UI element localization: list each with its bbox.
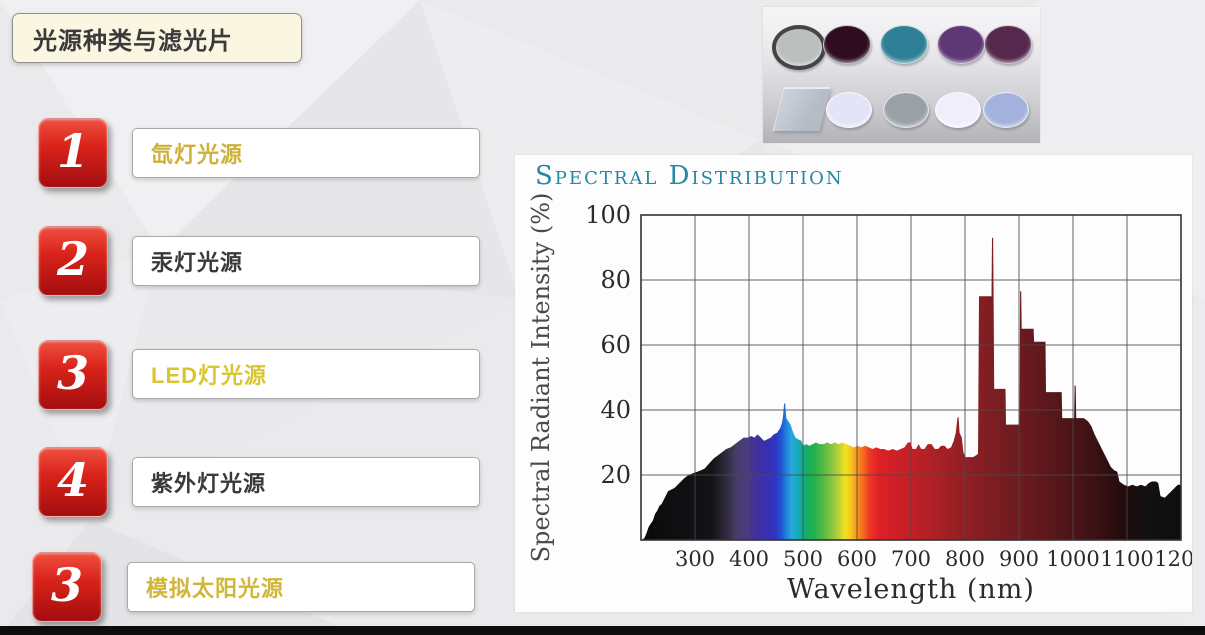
light-source-label: 紫外灯光源 <box>151 471 267 496</box>
spectrum-area <box>641 237 1181 541</box>
x-tick-label: 400 <box>729 547 769 571</box>
item-number-badge: 4 <box>38 447 108 517</box>
teal-filter <box>880 24 928 64</box>
gray-filter <box>883 92 929 128</box>
x-tick-label: 800 <box>945 547 985 571</box>
item-number: 2 <box>56 232 89 286</box>
x-tick-label: 1200 <box>1154 547 1192 571</box>
light-source-item: 汞灯光源 <box>132 236 480 286</box>
item-number: 4 <box>56 453 89 507</box>
x-tick-label: 600 <box>837 547 877 571</box>
spectral-distribution-chart: 20 40 60 80 100 300 400 500 600 700 800 900 1000 1100… <box>527 193 1192 605</box>
purple-filter <box>937 24 985 64</box>
light-source-item: 模拟太阳光源 <box>127 562 475 612</box>
slide-title-box: 光源种类与滤光片 <box>12 13 302 63</box>
plum-filter <box>984 24 1032 64</box>
x-tick-label: 1000 <box>1046 547 1099 571</box>
light-source-label: 氙灯光源 <box>151 142 244 167</box>
x-axis-title: Wavelength (nm) <box>787 574 1035 605</box>
item-number: 3 <box>56 346 89 400</box>
x-tick-label: 700 <box>891 547 931 571</box>
nd-gray-filter <box>772 24 826 70</box>
light-source-label: 模拟太阳光源 <box>146 576 285 601</box>
slide-title: 光源种类与滤光片 <box>33 27 233 55</box>
y-tick-label: 60 <box>600 331 631 359</box>
item-number-badge: 3 <box>38 340 108 410</box>
y-tick-label: 40 <box>600 396 631 424</box>
light-source-item: LED灯光源 <box>132 349 480 399</box>
x-tick-label: 500 <box>783 547 823 571</box>
x-tick-label: 900 <box>999 547 1039 571</box>
item-number-badge: 3 <box>32 552 102 622</box>
filters-photo <box>763 7 1040 143</box>
item-number-badge: 1 <box>38 118 108 188</box>
bottom-bar <box>0 626 1205 635</box>
dark-magenta-filter <box>823 24 871 64</box>
light-source-label: LED灯光源 <box>151 363 268 388</box>
periwinkle-filter <box>983 92 1029 128</box>
light-source-label: 汞灯光源 <box>151 250 244 275</box>
item-number: 1 <box>56 124 89 178</box>
chart-panel: Spectral Distribution 20 40 60 80 100 300 400 5… <box>515 155 1192 612</box>
y-tick-label: 100 <box>585 201 631 229</box>
y-axis-title: Spectral Radiant Intensity (%) <box>527 193 555 563</box>
y-tick-label: 20 <box>600 461 631 489</box>
x-tick-label: 300 <box>675 547 715 571</box>
item-number: 3 <box>50 558 83 612</box>
pale-lavender-filter <box>826 92 872 128</box>
item-number-badge: 2 <box>38 226 108 296</box>
y-tick-label: 80 <box>600 266 631 294</box>
light-source-item: 紫外灯光源 <box>132 457 480 507</box>
plot-border <box>640 214 1182 541</box>
x-tick-label: 1100 <box>1100 547 1153 571</box>
chart-title: Spectral Distribution <box>535 161 844 191</box>
near-white-filter <box>935 92 981 128</box>
glass-plate <box>772 87 831 131</box>
light-source-item: 氙灯光源 <box>132 128 480 178</box>
